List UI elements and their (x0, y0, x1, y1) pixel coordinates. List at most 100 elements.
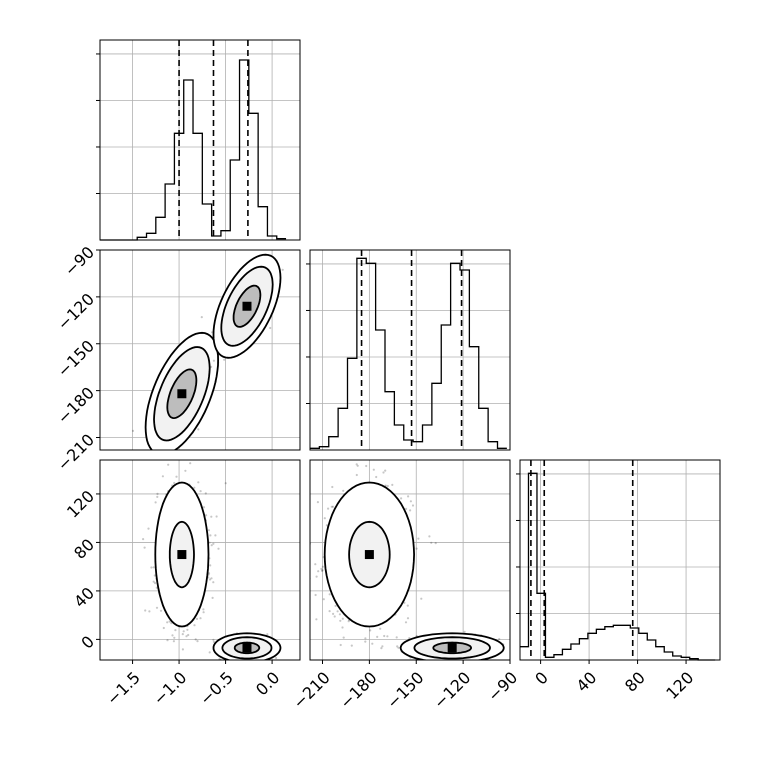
scatter-point (400, 497, 403, 500)
scatter-point (197, 481, 200, 484)
scatter-point (314, 593, 317, 597)
scatter-point (331, 485, 334, 489)
scatter-point (210, 577, 213, 580)
scatter-point (214, 534, 217, 537)
scatter-point (379, 627, 382, 630)
scatter-point (172, 640, 175, 643)
scatter-point (415, 547, 418, 550)
scatter-point (384, 484, 387, 487)
scatter-point (320, 567, 323, 571)
axes-frame (99, 459, 301, 661)
scatter-point (338, 613, 341, 616)
scatter-point (327, 507, 330, 510)
scatter-point (372, 468, 375, 471)
scatter-point (175, 464, 177, 466)
scatter-point (199, 617, 202, 620)
scatter-point (364, 637, 367, 640)
scatter-point (212, 640, 215, 644)
scatter-point (295, 602, 297, 604)
scatter-point (341, 617, 344, 620)
scatter-point (366, 453, 368, 455)
scatter-point (334, 604, 337, 608)
scatter-point (315, 618, 318, 621)
histogram-step-p1 (310, 257, 507, 449)
scatter-point (386, 484, 389, 488)
scatter-point (257, 664, 259, 666)
scatter-point (243, 660, 245, 662)
scatter-point (317, 570, 320, 573)
scatter-point (321, 569, 324, 572)
density-peak (177, 389, 187, 399)
scatter-point (411, 504, 415, 507)
scatter-point (342, 489, 345, 492)
scatter-point (269, 326, 272, 330)
scatter-point (208, 578, 212, 581)
axes-frame (309, 249, 511, 451)
scatter-point (364, 640, 367, 643)
scatter-point (200, 316, 203, 319)
scatter-panel-p0-p1 (99, 249, 301, 466)
scatter-point (328, 593, 331, 596)
scatter-point (159, 609, 163, 612)
density-peak (242, 643, 252, 653)
scatter-point (207, 529, 210, 532)
scatter-point (156, 492, 159, 495)
scatter-point (173, 481, 176, 485)
scatter-point (384, 469, 387, 472)
scatter-point (406, 604, 409, 607)
scatter-point (314, 563, 317, 566)
scatter-point (202, 506, 206, 509)
scatter-point (156, 495, 159, 498)
scatter-point (255, 660, 257, 662)
scatter-content (142, 460, 282, 666)
scatter-point (381, 645, 384, 648)
scatter-panel-p0-p2 (99, 459, 301, 666)
scatter-point (266, 633, 269, 636)
scatter-point (404, 621, 408, 624)
scatter-point (332, 612, 335, 616)
scatter-point (356, 464, 359, 467)
scatter-point (253, 663, 255, 665)
scatter-point (420, 597, 423, 600)
histogram-panel-p1 (306, 249, 511, 451)
scatter-point (365, 464, 368, 468)
scatter-point (333, 615, 336, 618)
scatter-point (380, 647, 383, 650)
density-peak (177, 550, 187, 560)
scatter-point (154, 501, 157, 504)
scatter-point (181, 633, 184, 636)
density-peak (364, 550, 374, 560)
axes-frame (519, 459, 721, 661)
scatter-point (150, 566, 153, 569)
scatter-point (375, 475, 378, 479)
scatter-point (208, 651, 211, 654)
scatter-point (166, 621, 169, 624)
scatter-point (339, 643, 342, 647)
scatter-point (212, 581, 215, 584)
scatter-point (174, 629, 177, 632)
scatter-point (331, 505, 335, 508)
scatter-point (131, 429, 135, 432)
scatter-point (336, 610, 339, 613)
scatter-point (209, 564, 212, 567)
scatter-point (321, 565, 324, 568)
scatter-point (403, 601, 406, 604)
scatter-point (189, 462, 192, 465)
scatter-point (328, 610, 331, 613)
scatter-point (339, 619, 342, 622)
scatter-point (306, 545, 308, 547)
scatter-point (205, 514, 208, 517)
scatter-point (350, 644, 353, 647)
scatter-point (148, 610, 151, 613)
density-peak (242, 301, 252, 311)
histogram-panel-p0 (96, 39, 301, 241)
scatter-point (405, 507, 408, 510)
scatter-panel-p1-p2 (295, 453, 511, 661)
scatter-point (152, 580, 155, 583)
scatter-point (323, 517, 326, 520)
histogram-step-p0 (100, 59, 287, 241)
scatter-point (407, 495, 410, 498)
scatter-point (147, 527, 150, 530)
scatter-point (330, 505, 333, 508)
scatter-point (161, 475, 164, 478)
